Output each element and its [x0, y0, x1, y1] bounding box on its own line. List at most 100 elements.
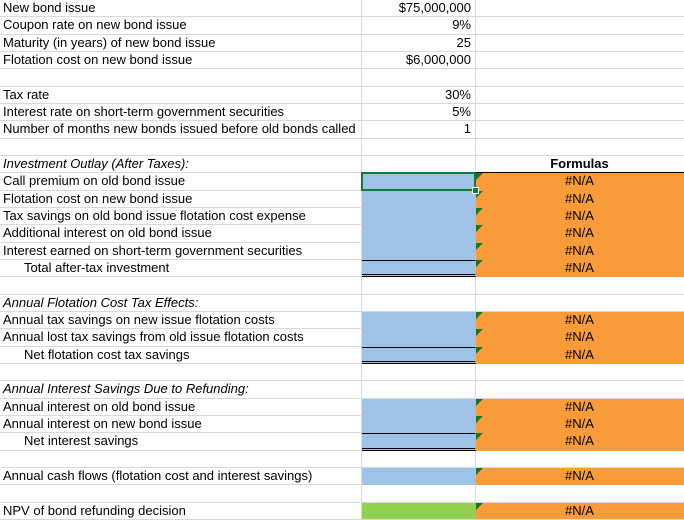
row-label-cell[interactable]: Call premium on old bond issue	[0, 173, 362, 191]
value-cell[interactable]: $6,000,000	[362, 51, 476, 70]
empty-cell[interactable]	[476, 69, 684, 87]
row-label-cell[interactable]: Total after-tax investment	[0, 259, 362, 278]
input-cell-blue[interactable]	[362, 433, 476, 451]
value-cell[interactable]: 30%	[362, 86, 476, 104]
row-label-cell[interactable]: Additional interest on old bond issue	[0, 225, 362, 243]
formula-error-cell[interactable]: #N/A	[476, 502, 684, 520]
input-cell-blue[interactable]	[362, 225, 476, 243]
row-label-cell[interactable]: Flotation cost on new bond issue	[0, 190, 362, 208]
row-label-cell[interactable]: Coupon rate on new bond issue	[0, 17, 362, 35]
formula-error-value: #N/A	[565, 225, 594, 241]
row-label-cell[interactable]: Interest rate on short-term government s…	[0, 103, 362, 122]
cell-value: 25	[456, 34, 471, 50]
input-cell-blue[interactable]	[362, 207, 476, 226]
empty-cell[interactable]	[0, 363, 362, 382]
empty-cell[interactable]	[0, 138, 362, 156]
row-label-cell[interactable]: Annual interest on old bond issue	[0, 398, 362, 416]
row-label-cell[interactable]: Net interest savings	[0, 433, 362, 451]
input-cell-blue[interactable]	[362, 259, 476, 278]
formula-error-cell[interactable]: #N/A	[476, 311, 684, 330]
input-cell-blue[interactable]	[362, 329, 476, 347]
empty-cell[interactable]	[476, 451, 684, 468]
empty-cell[interactable]	[476, 52, 684, 70]
row-label-cell[interactable]: Annual cash flows (flotation cost and in…	[0, 467, 362, 486]
empty-cell[interactable]	[0, 69, 362, 87]
value-cell[interactable]: 25	[362, 34, 476, 52]
formula-error-cell[interactable]: #N/A	[476, 433, 684, 451]
error-indicator-icon	[476, 225, 483, 233]
row-label-cell[interactable]: Net flotation cost tax savings	[0, 346, 362, 364]
input-cell-blue[interactable]	[362, 398, 476, 416]
row-label: Annual Flotation Cost Tax Effects:	[3, 294, 199, 310]
empty-cell[interactable]	[476, 0, 684, 18]
formula-error-cell[interactable]: #N/A	[476, 242, 684, 260]
section-header-cell[interactable]: Annual Interest Savings Due to Refunding…	[0, 381, 362, 399]
formula-error-cell[interactable]: #N/A	[476, 329, 684, 347]
formula-error-cell[interactable]: #N/A	[476, 259, 684, 278]
empty-cell[interactable]	[476, 277, 684, 295]
npv-result-cell[interactable]	[362, 502, 476, 520]
empty-cell[interactable]	[0, 277, 362, 295]
row-label-cell[interactable]: Maturity (in years) of new bond issue	[0, 34, 362, 52]
active-input-cell[interactable]	[361, 172, 479, 194]
value-cell[interactable]: $75,000,000	[362, 0, 476, 18]
value-cell[interactable]: 9%	[362, 17, 476, 35]
row-label-cell[interactable]: Interest earned on short-term government…	[0, 242, 362, 260]
empty-cell[interactable]	[0, 450, 362, 468]
formula-error-cell[interactable]: #N/A	[476, 415, 684, 434]
formula-error-cell[interactable]: #N/A	[476, 467, 684, 486]
input-cell-blue[interactable]	[362, 311, 476, 330]
row-label-cell[interactable]: Annual tax savings on new issue flotatio…	[0, 311, 362, 330]
formulas-header-cell[interactable]: Formulas	[476, 156, 684, 174]
error-indicator-icon	[476, 207, 483, 215]
section-header-cell[interactable]: Annual Flotation Cost Tax Effects:	[0, 294, 362, 312]
input-cell-blue[interactable]	[362, 415, 476, 434]
section-header-cell[interactable]: Investment Outlay (After Taxes):	[0, 155, 362, 174]
empty-cell[interactable]	[362, 363, 476, 382]
empty-cell[interactable]	[476, 35, 684, 52]
formula-error-cell[interactable]: #N/A	[476, 207, 684, 226]
row-label-cell[interactable]: Tax savings on old bond issue flotation …	[0, 207, 362, 226]
empty-cell[interactable]	[476, 364, 684, 382]
input-cell-blue[interactable]	[362, 242, 476, 260]
empty-cell[interactable]	[0, 485, 362, 503]
empty-cell[interactable]	[362, 69, 476, 87]
empty-cell[interactable]	[362, 294, 476, 312]
row-label-cell[interactable]: Tax rate	[0, 86, 362, 104]
input-cell-blue[interactable]	[362, 346, 476, 364]
formula-error-cell[interactable]: #N/A	[476, 346, 684, 364]
formula-error-cell[interactable]: #N/A	[476, 190, 684, 208]
row-label-cell[interactable]: NPV of bond refunding decision	[0, 502, 362, 520]
empty-cell[interactable]	[362, 155, 476, 174]
input-cell-blue[interactable]	[362, 467, 476, 486]
row-label-cell[interactable]: Flotation cost on new bond issue	[0, 51, 362, 70]
empty-cell[interactable]	[476, 121, 684, 139]
formula-error-cell[interactable]: #N/A	[476, 398, 684, 416]
empty-cell[interactable]	[476, 295, 684, 312]
row-label-cell[interactable]: New bond issue	[0, 0, 362, 18]
value-cell[interactable]: 5%	[362, 103, 476, 122]
empty-cell[interactable]	[362, 485, 476, 503]
empty-cell[interactable]	[476, 139, 684, 156]
empty-cell[interactable]	[476, 17, 684, 35]
empty-cell[interactable]	[476, 87, 684, 104]
fill-handle[interactable]	[472, 186, 479, 194]
row-label-cell[interactable]: Annual lost tax savings from old issue f…	[0, 329, 362, 347]
row-label: Number of months new bonds issued before…	[3, 121, 356, 137]
empty-cell[interactable]	[362, 381, 476, 399]
formula-error-cell[interactable]: #N/A	[476, 173, 684, 191]
row-label-cell[interactable]: Annual interest on new bond issue	[0, 415, 362, 434]
empty-cell[interactable]	[476, 485, 684, 503]
empty-cell[interactable]	[362, 138, 476, 156]
formula-error-cell[interactable]: #N/A	[476, 225, 684, 243]
empty-cell[interactable]	[362, 450, 476, 468]
empty-cell[interactable]	[362, 277, 476, 295]
empty-cell[interactable]	[476, 104, 684, 122]
row-label-cell[interactable]: Number of months new bonds issued before…	[0, 121, 362, 139]
empty-cell[interactable]	[476, 381, 684, 399]
input-cell-blue[interactable]	[362, 190, 476, 208]
formula-error-value: #N/A	[565, 329, 594, 345]
formula-error-value: #N/A	[565, 346, 594, 362]
value-cell[interactable]: 1	[362, 121, 476, 139]
